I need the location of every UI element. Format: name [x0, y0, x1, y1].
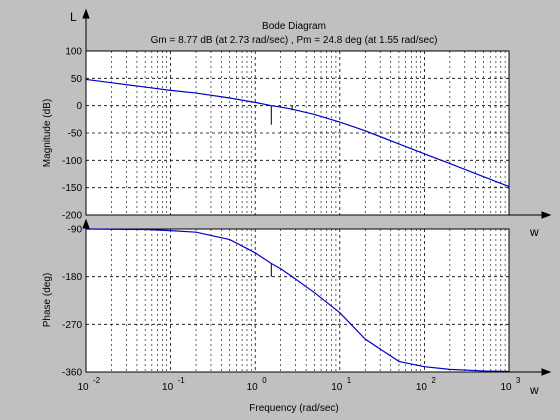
x-tick-base: 10: [77, 382, 89, 393]
magnitude-curve: [85, 78, 510, 188]
y-tick-label: -150: [62, 183, 82, 194]
phase-x-label: Frequency (rad/sec): [249, 403, 338, 414]
magnitude-plot: 100 50 0 -50 -100 -150 -200 Magnitude (dB) L w: [42, 8, 552, 239]
y-tick-label: 0: [76, 101, 82, 112]
y-tick-label: 50: [71, 74, 83, 85]
magnitude-grid: [86, 51, 509, 215]
chart-subtitle: Gm = 8.77 dB (at 2.73 rad/sec) , Pm = 24…: [151, 35, 438, 46]
phase-y-label: Phase (deg): [42, 273, 53, 327]
phase-y-ticks: -90 -180 -270 -360: [62, 225, 82, 379]
y-tick-label: -360: [62, 368, 82, 379]
x-tick-base: 10: [500, 382, 512, 393]
magnitude-y-axis-letter: L: [70, 10, 77, 24]
x-tick-label: 10 1: [331, 376, 352, 393]
x-tick-exponent: 1: [347, 376, 352, 385]
x-tick-label: 10 -1: [162, 376, 185, 393]
x-tick-exponent: 2: [431, 376, 436, 385]
y-tick-label: -90: [68, 225, 83, 236]
phase-curve: [85, 228, 510, 373]
x-tick-label: 10 -2: [77, 376, 100, 393]
phase-plot-area: [85, 228, 510, 373]
phase-x-arrow-head: [541, 368, 552, 376]
magnitude-x-axis-letter: w: [529, 225, 539, 239]
x-tick-base: 10: [247, 382, 259, 393]
x-tick-exponent: 3: [516, 376, 521, 385]
y-tick-label: -100: [62, 156, 82, 167]
x-tick-base: 10: [162, 382, 174, 393]
phase-x-axis-letter: w: [529, 383, 539, 397]
x-tick-base: 10: [416, 382, 428, 393]
x-tick-base: 10: [331, 382, 343, 393]
magnitude-y-ticks: 100 50 0 -50 -100 -150 -200: [62, 47, 82, 222]
magnitude-x-arrow-head: [541, 211, 552, 219]
y-tick-label: -200: [62, 211, 82, 222]
x-tick-label: 102: [416, 376, 437, 393]
phase-y-arrow-head: [82, 218, 90, 229]
phase-grid: [86, 229, 509, 372]
x-tick-exponent: -2: [93, 376, 101, 385]
y-tick-label: -50: [68, 129, 83, 140]
x-tick-label: 100: [247, 376, 268, 393]
x-tick-exponent: 0: [262, 376, 267, 385]
magnitude-y-arrow-head: [82, 8, 90, 19]
chart-title: Bode Diagram: [262, 21, 326, 32]
x-tick-exponent: -1: [178, 376, 186, 385]
y-tick-label: -180: [62, 272, 82, 283]
y-tick-label: -270: [62, 320, 82, 331]
y-tick-label: 100: [65, 47, 82, 58]
x-tick-label: 10 3: [500, 376, 521, 393]
magnitude-y-label: Magnitude (dB): [42, 99, 53, 167]
